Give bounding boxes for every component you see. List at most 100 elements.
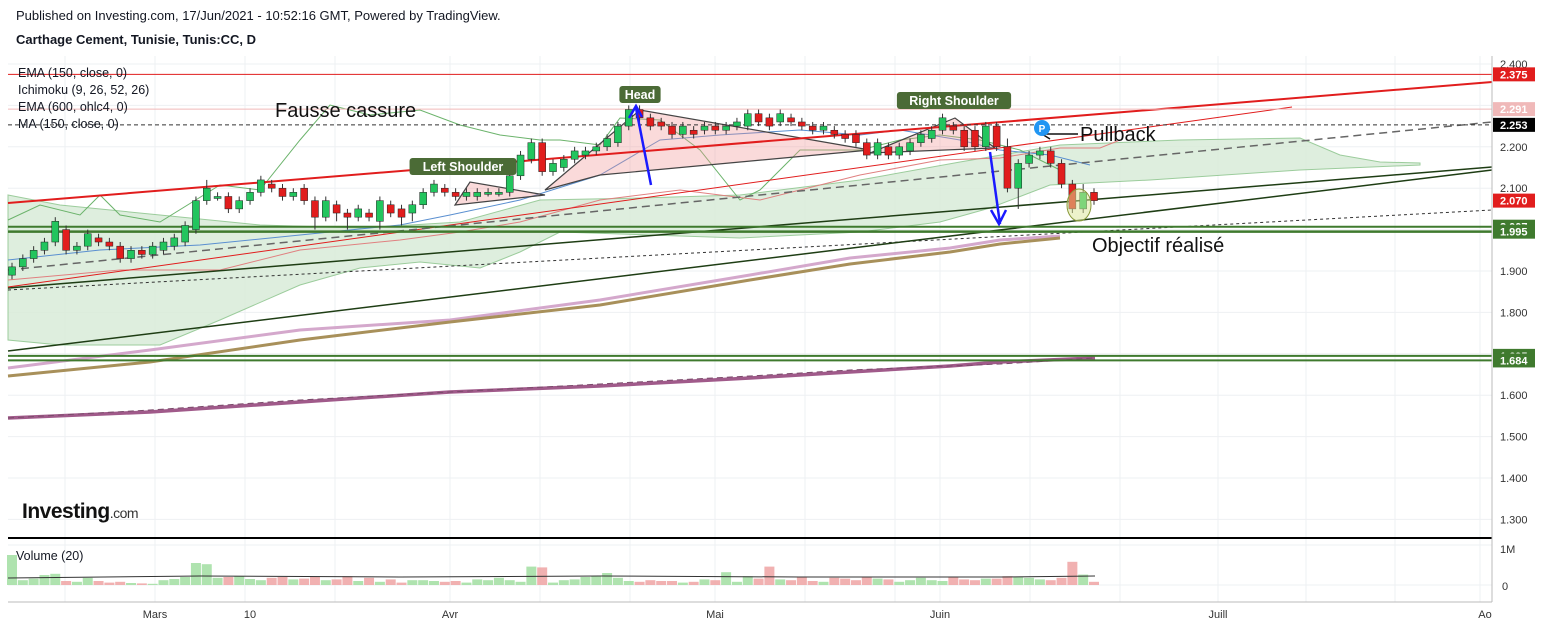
candle-body xyxy=(1014,163,1023,189)
volume-bar xyxy=(1024,577,1035,585)
price-tick-label: 1.800 xyxy=(1500,307,1528,319)
volume-tick-label: 0 xyxy=(1502,581,1508,593)
candle-body xyxy=(224,196,233,210)
volume-bar xyxy=(61,581,72,585)
candle-body xyxy=(116,245,124,259)
price-label-bg xyxy=(1493,224,1535,239)
candle-body xyxy=(798,121,806,127)
ema150-line xyxy=(7,234,1061,370)
candle-body xyxy=(733,121,741,127)
candle-body xyxy=(267,183,276,189)
head-arrowhead xyxy=(627,103,644,119)
candle-body xyxy=(257,179,265,193)
candle-body xyxy=(614,125,622,143)
candle-body xyxy=(754,113,763,123)
price-label: 2.070 xyxy=(1500,196,1528,208)
volume-bar xyxy=(396,582,407,585)
candle-body xyxy=(386,204,395,214)
candle-body xyxy=(787,117,795,123)
right-shoulder-label-bg xyxy=(896,92,1012,109)
candle-body xyxy=(462,192,471,197)
volume-bar xyxy=(93,581,104,585)
volume-bar xyxy=(1034,579,1045,585)
candle-body xyxy=(668,125,676,135)
candle-body xyxy=(646,117,655,127)
candle-body xyxy=(689,129,698,135)
candle-body xyxy=(354,208,362,218)
indicator-ema600: EMA (600, ohlc4, 0) xyxy=(18,100,128,114)
candle-body xyxy=(776,113,784,123)
head-label-bg xyxy=(619,86,661,103)
candle-body xyxy=(560,158,568,168)
volume-bar xyxy=(969,580,980,585)
price-label-bg xyxy=(1493,117,1535,132)
left-shoulder-label-bg xyxy=(409,158,517,175)
volume-bar xyxy=(483,580,494,585)
objectif-label: Objectif réalisé xyxy=(1092,235,1224,257)
candle-body xyxy=(592,146,601,152)
candle-body xyxy=(181,225,189,243)
volume-bar xyxy=(645,580,656,585)
volume-bar xyxy=(450,581,461,585)
logo-main: Investing xyxy=(22,500,110,523)
volume-bar xyxy=(948,577,959,585)
candle-body xyxy=(971,129,979,148)
candle-body xyxy=(819,125,828,131)
ichimoku-cloud xyxy=(7,137,1421,346)
candle-body xyxy=(765,117,774,127)
candle-body xyxy=(138,250,146,255)
volume-bar xyxy=(266,577,277,585)
volume-bar xyxy=(493,577,504,585)
candle-body xyxy=(527,142,536,160)
candle-body xyxy=(917,134,925,143)
left-shoulder-label: Left Shoulder xyxy=(423,160,504,174)
price-label-bg xyxy=(1493,193,1535,208)
volume-bar xyxy=(688,581,699,585)
volume-bar xyxy=(277,577,288,585)
candle-body xyxy=(40,241,49,251)
candle-body xyxy=(300,187,308,201)
price-label-bg xyxy=(1493,67,1535,82)
candle-body xyxy=(711,125,720,131)
volume-bar xyxy=(1089,581,1099,585)
volume-bar xyxy=(245,579,256,585)
volume-bar xyxy=(742,576,753,585)
volume-bar xyxy=(1045,580,1056,585)
price-tick-label: 2.200 xyxy=(1500,142,1528,154)
price-tick-label: 1.300 xyxy=(1500,514,1528,526)
candle-body xyxy=(1057,163,1066,185)
price-tick-label: 1.500 xyxy=(1500,432,1528,444)
volume-bar xyxy=(7,555,17,585)
time-axis-label: Avr xyxy=(442,609,459,621)
lower-support-line xyxy=(7,169,1493,352)
candle-body xyxy=(19,258,27,268)
volume-label: Volume (20) xyxy=(16,549,83,563)
volume-bar xyxy=(309,577,320,585)
volume-bar xyxy=(320,580,331,585)
volume-bar xyxy=(428,581,439,585)
candle-body xyxy=(8,266,16,276)
volume-bar xyxy=(569,579,580,585)
price-label-bg xyxy=(1493,102,1535,117)
candle-body xyxy=(484,192,492,195)
symbol-title: Carthage Cement, Tunisie, Tunis:CC, D xyxy=(16,32,257,47)
p-marker-text: P xyxy=(1039,124,1046,135)
volume-bar xyxy=(883,579,894,585)
published-line: Published on Investing.com, 17/Jun/2021 … xyxy=(16,8,501,23)
ema600-line xyxy=(7,356,1096,420)
volume-bar xyxy=(28,578,39,585)
candle-body xyxy=(1003,146,1012,189)
volume-bar xyxy=(905,580,916,585)
volume-bar xyxy=(136,583,147,585)
target-arrowhead xyxy=(989,209,1008,227)
dotted-trend-line xyxy=(7,209,1493,291)
price-label: 1.684 xyxy=(1500,355,1528,367)
objective-highlight xyxy=(1066,188,1092,222)
volume-bar xyxy=(656,581,667,585)
candle-body xyxy=(192,200,200,230)
volume-bar xyxy=(548,582,558,585)
time-axis-label: Mai xyxy=(706,609,724,621)
time-axis-label: 10 xyxy=(244,609,256,621)
volume-bar xyxy=(721,572,732,585)
